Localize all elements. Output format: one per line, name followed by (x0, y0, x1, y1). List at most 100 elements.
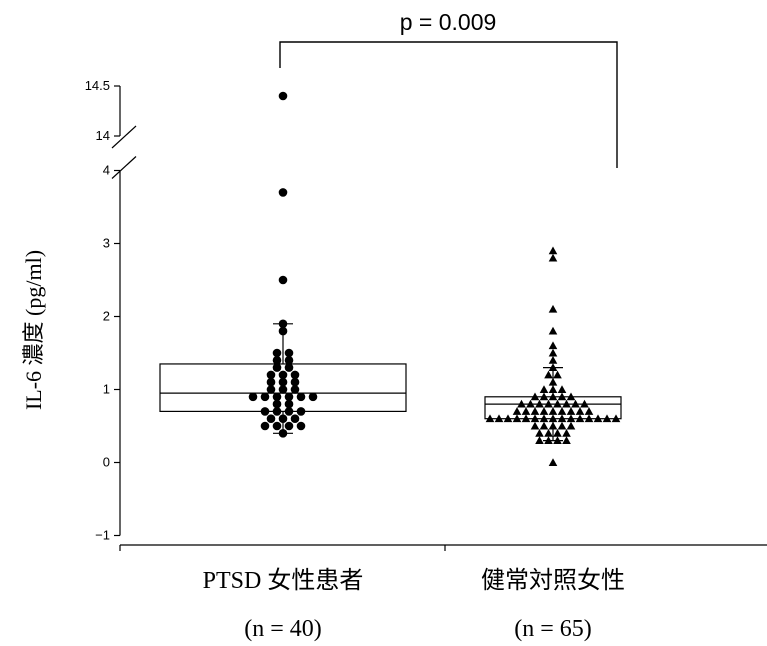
data-point-triangle (557, 385, 567, 393)
data-point-triangle (548, 421, 558, 430)
data-point-triangle (557, 407, 567, 415)
data-point-triangle (544, 429, 553, 437)
data-point-triangle (557, 414, 567, 423)
data-point-triangle (548, 377, 558, 386)
y-tick-label: 3 (103, 236, 110, 251)
data-point-circle (284, 407, 294, 416)
data-point-triangle (535, 429, 544, 437)
data-point-circle (272, 356, 282, 365)
data-point-circle (284, 421, 294, 431)
data-point-triangle (557, 421, 567, 430)
data-point-circle (266, 370, 276, 380)
data-point-triangle (584, 407, 594, 415)
data-point-triangle (512, 407, 522, 415)
data-point-triangle (548, 253, 558, 262)
y-tick-label: 1 (103, 382, 110, 397)
data-point-circle (278, 188, 288, 197)
data-point-triangle (553, 429, 562, 437)
axis-break-mark-upper (111, 125, 137, 149)
data-points (248, 91, 621, 466)
data-point-triangle (539, 414, 549, 423)
data-point-circle (272, 407, 282, 416)
data-point-triangle (539, 385, 549, 393)
data-point-triangle (485, 414, 495, 423)
data-point-triangle (566, 392, 576, 401)
data-point-circle (284, 356, 294, 365)
data-point-triangle (530, 421, 540, 430)
data-point-circle (278, 370, 288, 380)
data-point-triangle (535, 399, 544, 408)
y-tick-label: 0 (103, 455, 110, 470)
data-point-circle (290, 377, 300, 387)
data-point-triangle (503, 414, 513, 423)
data-point-circle (272, 363, 282, 372)
data-point-triangle (544, 399, 553, 408)
data-point-circle (266, 385, 276, 394)
sample-size-label: (n = 40) (244, 616, 322, 642)
data-point-triangle (526, 399, 535, 408)
y-tick-label: 14.5 (85, 78, 110, 93)
data-point-triangle (562, 436, 571, 445)
data-point-triangle (566, 421, 576, 430)
y-tick-label: 4 (103, 163, 110, 178)
data-point-triangle (548, 348, 558, 357)
data-point-triangle (548, 385, 558, 393)
data-point-circle (272, 399, 282, 409)
data-point-circle (260, 421, 270, 431)
labels: IL-6 濃度 (pg/ml) PTSD 女性患者 (n = 40) 健常対照女性 (n… (21, 250, 625, 642)
data-point-triangle (530, 392, 540, 401)
axis-break-mark-lower (111, 156, 137, 179)
data-point-triangle (553, 399, 562, 408)
sample-size-label: (n = 65) (514, 616, 592, 642)
data-point-circle (278, 326, 288, 336)
data-point-circle (284, 348, 294, 358)
data-point-triangle (548, 304, 558, 313)
data-point-circle (272, 392, 282, 402)
y-axis-label: IL-6 濃度 (pg/ml) (21, 250, 46, 410)
data-point-circle (248, 392, 258, 402)
category-label: PTSD 女性患者 (203, 567, 364, 594)
y-tick-label: 14 (96, 128, 110, 143)
data-point-triangle (575, 407, 585, 415)
data-point-circle (290, 370, 300, 380)
data-point-circle (284, 392, 294, 402)
data-point-triangle (544, 436, 553, 445)
data-point-triangle (530, 414, 540, 423)
data-point-triangle (548, 392, 558, 401)
data-point-circle (260, 407, 270, 416)
data-point-triangle (548, 356, 558, 364)
data-point-triangle (548, 363, 558, 372)
data-point-circle (266, 377, 276, 387)
annotations: p = 0.009 (279, 9, 618, 168)
data-point-circle (272, 421, 282, 431)
significance-bracket (279, 41, 618, 168)
data-point-circle (278, 414, 288, 424)
category-label: 健常対照女性 (481, 567, 625, 594)
data-point-circle (272, 348, 282, 358)
data-point-triangle (580, 399, 589, 408)
data-point-triangle (521, 407, 531, 415)
data-point-circle (278, 275, 288, 285)
data-point-circle (296, 421, 306, 431)
y-tick-label: −1 (95, 528, 110, 543)
data-point-triangle (521, 414, 531, 423)
significance-label: p = 0.009 (400, 9, 497, 35)
data-point-circle (278, 377, 288, 387)
data-point-circle (278, 429, 288, 438)
data-point-triangle (593, 414, 603, 423)
data-point-triangle (535, 436, 544, 445)
data-point-circle (266, 414, 276, 424)
data-point-triangle (611, 414, 621, 423)
data-point-triangle (548, 407, 558, 415)
data-point-triangle (517, 399, 526, 408)
data-point-circle (296, 392, 306, 402)
data-point-triangle (548, 341, 558, 350)
data-point-triangle (566, 407, 576, 415)
data-point-triangle (530, 407, 540, 415)
y-tick-label: 2 (103, 309, 110, 324)
data-point-triangle (512, 414, 522, 423)
data-point-triangle (548, 246, 558, 255)
data-point-triangle (539, 392, 549, 401)
data-point-triangle (571, 399, 580, 408)
